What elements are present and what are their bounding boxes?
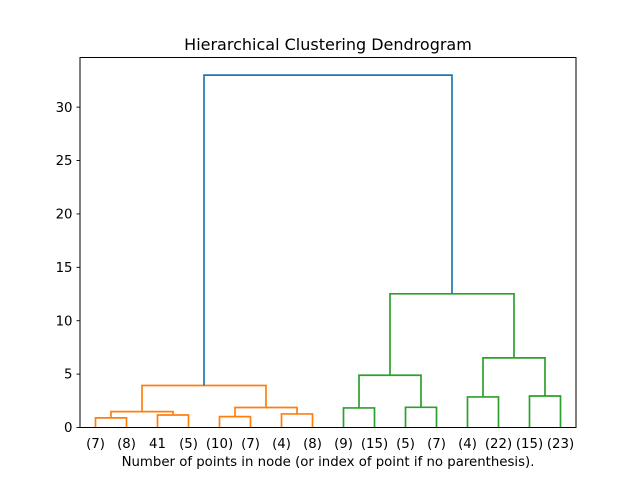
y-tick-label: 30 (56, 101, 73, 116)
dendrogram-links (94, 74, 562, 428)
dendrogram-link (280, 413, 314, 428)
dendrogram-link (156, 414, 190, 428)
leaf-label: (4) (458, 437, 477, 452)
leaf-label: (23) (547, 437, 574, 452)
dendrogram-link (358, 374, 422, 408)
leaf-label: (5) (396, 437, 415, 452)
leaf-label: (15) (516, 437, 543, 452)
leaf-label: 41 (149, 437, 166, 452)
x-axis-label: Number of points in node (or index of po… (122, 455, 535, 470)
leaf-label: (7) (427, 437, 446, 452)
y-tick-label: 0 (64, 421, 72, 436)
dendrogram-link (203, 74, 453, 386)
leaf-label: (5) (179, 437, 198, 452)
leaf-label: (8) (303, 437, 322, 452)
y-tick-label: 15 (56, 261, 73, 276)
y-tick-label: 5 (64, 368, 72, 383)
y-tick-label: 20 (56, 208, 73, 223)
dendrogram-link (528, 395, 562, 428)
y-tick-label: 25 (56, 154, 73, 169)
dendrogram-link (234, 406, 298, 417)
x-axis-leaf-labels: (7) (8) 41 (5) (10) (7) (4) (8) (9) (15) (5) (7) (4)… (86, 437, 574, 452)
dendrogram-link (141, 384, 267, 412)
dendrogram-link (404, 406, 438, 428)
leaf-label: (7) (86, 437, 105, 452)
dendrogram-link (342, 407, 376, 428)
leaf-label: (7) (241, 437, 260, 452)
y-tick-label: 10 (56, 314, 73, 329)
dendrogram-link (218, 415, 252, 428)
dendrogram-link (94, 417, 128, 428)
leaf-label: (22) (485, 437, 512, 452)
leaf-label: (8) (117, 437, 136, 452)
leaf-label: (15) (361, 437, 388, 452)
dendrogram-link (389, 292, 515, 376)
dendrogram-link (466, 396, 500, 428)
leaf-label: (10) (206, 437, 233, 452)
leaf-label: (9) (334, 437, 353, 452)
axes-frame (79, 57, 577, 428)
leaf-label: (4) (272, 437, 291, 452)
y-axis-ticks: 0 5 10 15 20 25 30 (56, 101, 80, 436)
chart-title: Hierarchical Clustering Dendrogram (184, 35, 472, 54)
dendrogram-link (482, 357, 546, 397)
